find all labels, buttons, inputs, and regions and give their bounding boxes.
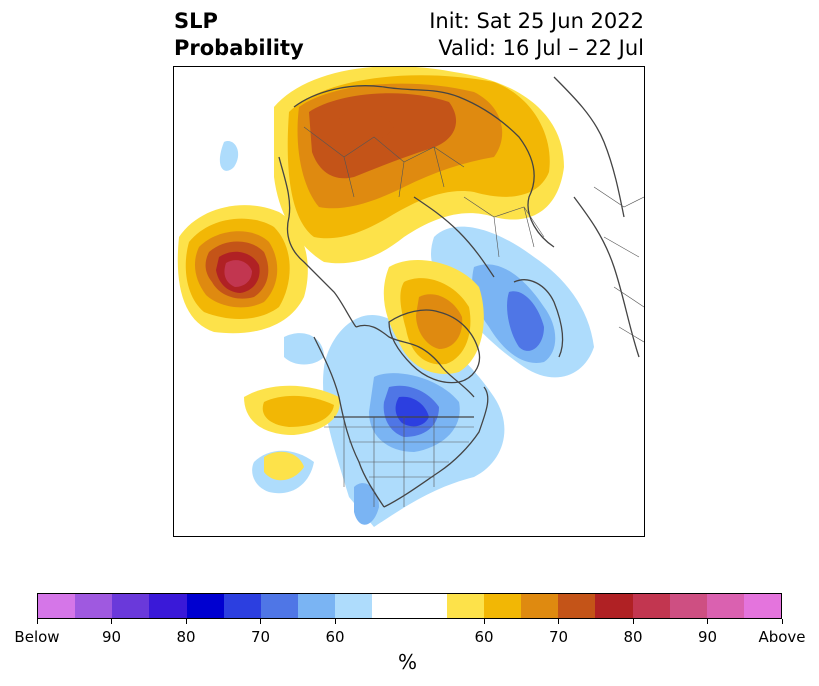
colorbar-tick-mark: [185, 619, 187, 624]
colorbar-segment: [595, 594, 633, 618]
colorbar-segment: [632, 594, 670, 618]
colorbar-tick-label: Below: [14, 628, 60, 646]
colorbar-segment: [446, 594, 484, 618]
colorbar-segment: [706, 594, 744, 618]
colorbar-tick-mark: [260, 619, 261, 624]
colorbar-tick-mark: [632, 619, 634, 624]
colorbar-segment: [260, 594, 299, 618]
colorbar-segment: [75, 594, 113, 618]
colorbar-tick-label: 90: [101, 628, 122, 646]
coastlines: [278, 76, 640, 508]
colorbar-segment: [223, 594, 261, 618]
colorbar-tick-label: 60: [474, 628, 494, 646]
colorbar-tick-mark: [111, 619, 112, 624]
colorbar-segment: [743, 594, 782, 618]
colorbar-segment: [669, 594, 707, 618]
colorbar-segment: [186, 594, 224, 618]
colorbar-segment: [38, 594, 76, 618]
colorbar-tick-label: 90: [697, 628, 718, 646]
colorbar-tick-mark: [483, 619, 485, 624]
title-line-1: SLP: [174, 9, 218, 33]
colorbar-segment: [409, 594, 447, 618]
colorbar-tick-mark: [36, 619, 38, 624]
colorbar-segment: [558, 594, 596, 618]
chart-title: SLP Probability: [174, 8, 304, 62]
colorbar-tick-label: 70: [548, 628, 569, 646]
colorbar-tick-mark: [558, 619, 559, 624]
colorbar-segment: [521, 594, 559, 618]
colorbar-tick-mark: [781, 619, 783, 624]
colorbar-tick-label: 80: [623, 628, 643, 646]
colorbar-tick-label: 70: [250, 628, 271, 646]
title-line-2: Probability: [174, 36, 304, 60]
map-canvas: [177, 67, 644, 527]
colorbar-tick-label: Above: [758, 628, 806, 646]
political-borders: [303, 126, 644, 507]
forecast-dates: Init: Sat 25 Jun 2022 Valid: 16 Jul – 22…: [429, 8, 644, 62]
above-normal-shading: [177, 67, 564, 481]
colorbar-segment: [372, 594, 410, 618]
colorbar-segment: [112, 594, 150, 618]
colorbar-tick-label: 60: [325, 628, 345, 646]
probability-map: [173, 66, 645, 537]
colorbar-segment: [298, 594, 336, 618]
colorbar-unit-label: %: [398, 650, 418, 674]
colorbar-segment: [483, 594, 522, 618]
colorbar-tick-mark: [707, 619, 708, 624]
colorbar-tick-mark: [334, 619, 336, 624]
valid-date: Valid: 16 Jul – 22 Jul: [438, 36, 644, 60]
init-date: Init: Sat 25 Jun 2022: [429, 9, 644, 33]
colorbar-tick-label: 80: [176, 628, 196, 646]
colorbar-segment: [149, 594, 187, 618]
probability-colorbar: [37, 593, 782, 619]
colorbar-segment: [335, 594, 373, 618]
